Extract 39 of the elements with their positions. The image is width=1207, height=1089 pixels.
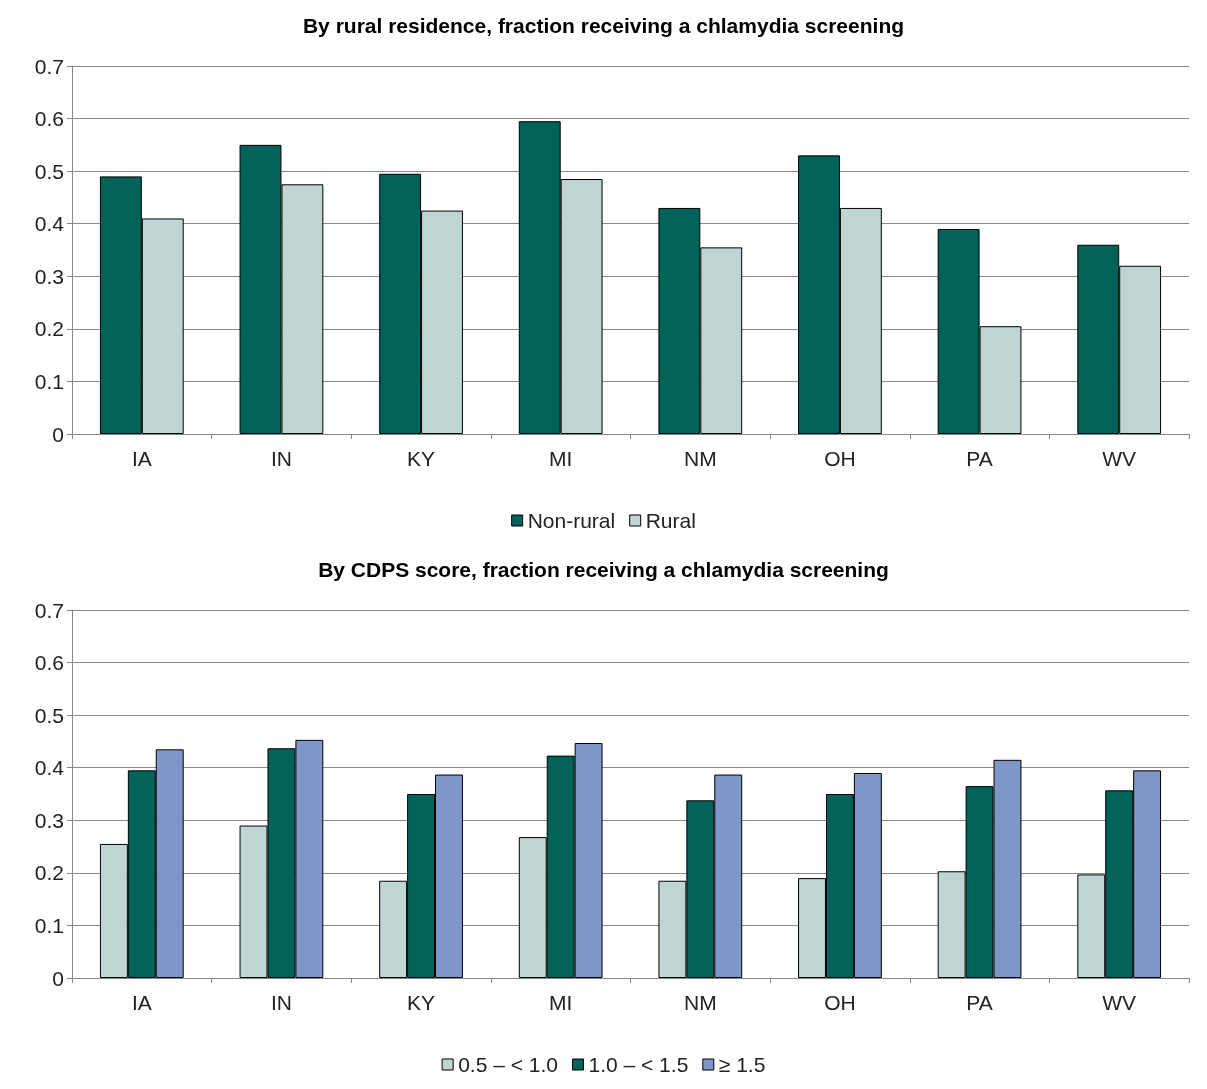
y-tick-label: 0 xyxy=(52,422,64,446)
x-tick-label: PA xyxy=(966,991,993,1014)
y-tick-label: 0.7 xyxy=(34,54,64,78)
y-tick-label: 0.2 xyxy=(34,317,64,341)
x-tick-label: WV xyxy=(1102,447,1137,470)
y-tick-label: 0.6 xyxy=(34,107,64,131)
y-tick-label: 0.7 xyxy=(34,598,64,622)
x-tick-label: MI xyxy=(549,991,573,1014)
chart-title: By CDPS score, fraction receiving a chlamydia screening xyxy=(318,558,889,581)
y-tick-label: 0.4 xyxy=(34,212,65,236)
legend-label: Rural xyxy=(645,509,696,532)
legend-label: 0.5 – < 1.0 xyxy=(458,1053,558,1076)
y-tick-label: 0.1 xyxy=(34,369,64,393)
y-tick-label: 0 xyxy=(52,966,64,990)
y-tick-label: 0.1 xyxy=(34,913,64,937)
legend-label: ≥ 1.5 xyxy=(718,1053,766,1076)
y-tick-label: 0.5 xyxy=(34,703,64,727)
legend-label: 1.0 – < 1.5 xyxy=(588,1053,689,1076)
x-tick-label: KY xyxy=(407,447,436,470)
legend-label: Non-rural xyxy=(527,509,616,532)
x-tick-label: OH xyxy=(824,991,856,1014)
x-tick-label: IN xyxy=(270,991,292,1014)
y-tick-label: 0.5 xyxy=(34,159,64,183)
y-tick-label: 0.3 xyxy=(34,264,64,288)
x-tick-label: NM xyxy=(683,447,717,470)
y-tick-label: 0.2 xyxy=(34,861,64,885)
x-tick-label: KY xyxy=(407,991,436,1014)
x-tick-label: PA xyxy=(966,447,993,470)
x-tick-label: IN xyxy=(270,447,292,470)
x-tick-label: OH xyxy=(824,447,856,470)
x-tick-label: WV xyxy=(1102,991,1137,1014)
y-tick-label: 0.6 xyxy=(34,651,64,675)
chart-title: By rural residence, fraction receiving a chlamydia screening xyxy=(302,14,905,37)
x-tick-label: IA xyxy=(131,991,152,1014)
x-tick-label: MI xyxy=(549,447,573,470)
y-tick-label: 0.4 xyxy=(34,756,65,780)
x-tick-label: IA xyxy=(131,447,152,470)
x-tick-label: NM xyxy=(683,991,717,1014)
y-tick-label: 0.3 xyxy=(34,808,64,832)
